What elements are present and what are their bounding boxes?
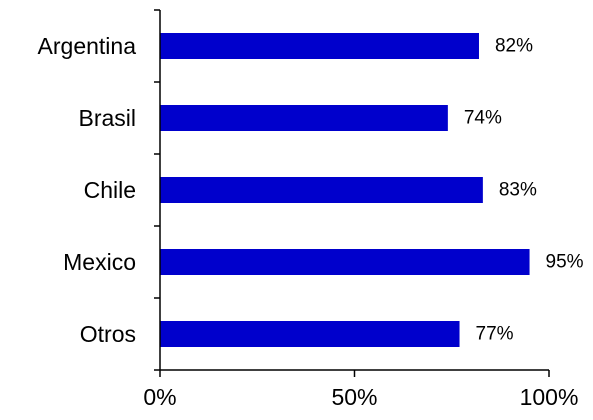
category-label-mexico: Mexico (63, 249, 136, 275)
bars-layer (160, 33, 530, 347)
value-label-otros: 77% (476, 324, 514, 345)
category-label-argentina: Argentina (38, 33, 137, 59)
value-label-argentina: 82% (495, 36, 533, 57)
value-label-mexico: 95% (546, 252, 584, 273)
value-label-chile: 83% (499, 180, 537, 201)
x-tick-label-50: 50% (331, 384, 377, 410)
bar-argentina (160, 33, 479, 59)
category-label-chile: Chile (84, 177, 136, 203)
category-label-otros: Otros (80, 321, 136, 347)
bar-otros (160, 321, 460, 347)
value-label-brasil: 74% (464, 108, 502, 129)
x-tick-label-100: 100% (520, 384, 579, 410)
category-label-brasil: Brasil (78, 105, 136, 131)
x-tick-label-0: 0% (143, 384, 176, 410)
bar-mexico (160, 249, 530, 275)
labels-layer: Argentina 82% Brasil 74% Chile 83% Mexico 95% Ot… (38, 33, 584, 410)
bar-brasil (160, 105, 448, 131)
bar-chile (160, 177, 483, 203)
